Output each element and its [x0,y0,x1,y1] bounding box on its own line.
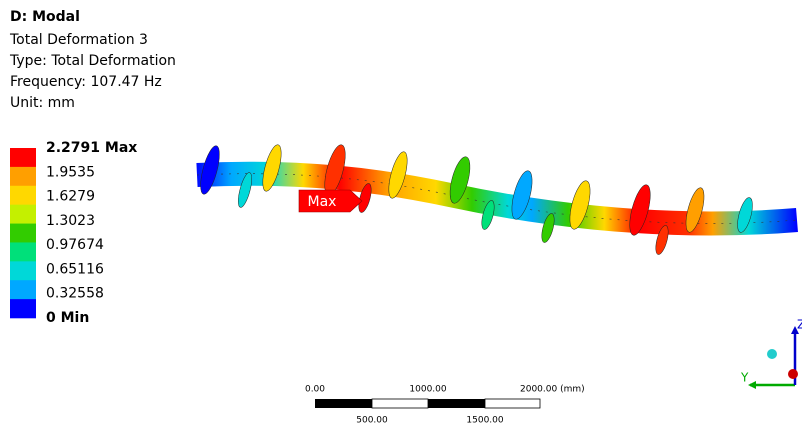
flight [358,183,372,213]
legend-band [10,148,36,168]
flight [481,200,495,230]
flight [200,145,220,195]
header-title: D: Modal [10,9,80,25]
scale-segment [484,398,541,409]
flight [388,151,408,199]
legend-band [10,242,36,262]
legend-label: 0 Min [46,310,89,326]
legend-band [10,185,36,205]
header-line: Unit: mm [10,95,75,111]
scale-bar: 0.00 1000.00 2000.00 (mm) 500.00 1500.00 [305,385,585,426]
probe-tag [298,189,363,213]
legend: 2.2791 Max 1.9535 1.6279 1.3023 0.97674 0.651… [10,140,137,326]
legend-band [10,261,36,281]
flight [737,197,753,233]
probe-label: Max [308,194,337,210]
flight [238,172,252,208]
origin-sphere [767,349,777,359]
flight [449,156,471,204]
z-axis-label: Z [797,318,802,332]
scale-label: 2000.00 (mm) [520,385,585,395]
header-line: Total Deformation 3 [9,32,148,48]
scale-segment [428,399,485,408]
x-axis-end [788,369,798,379]
legend-label: 0.65116 [46,261,104,277]
legend-label: 1.6279 [46,189,95,205]
legend-band [10,223,36,243]
mesh [196,173,798,224]
scale-segment [315,399,372,408]
legend-band [10,280,36,300]
z-arrow [791,326,799,334]
flight [262,144,282,192]
legend-label: 1.3023 [46,213,95,229]
screw-model: Max [196,144,798,255]
y-axis-label: Y [740,371,749,385]
flight [629,184,651,236]
legend-band [10,166,36,187]
flight [511,170,533,220]
legend-band [10,299,36,319]
header-line: Frequency: 107.47 Hz [10,74,162,90]
header-lines: Total Deformation 3 Type: Total Deformati… [9,32,176,111]
scale-label: 500.00 [356,416,388,426]
axis-triad: Y Z [740,318,802,389]
header-line: Type: Total Deformation [9,53,176,69]
legend-label: 0.97674 [46,237,104,253]
flight [541,213,555,243]
scale-label: 1000.00 [409,385,446,395]
legend-label: 2.2791 Max [46,140,137,156]
flight [655,225,669,255]
legend-band [10,204,36,224]
y-arrow [748,381,756,389]
legend-label: 0.32558 [46,286,104,302]
flight [569,180,591,230]
shaft [196,161,798,236]
scale-segment [371,398,429,409]
scale-label: 0.00 [305,385,325,395]
flight [685,187,705,233]
scale-label: 1500.00 [466,416,503,426]
legend-label: 1.9535 [46,164,95,180]
